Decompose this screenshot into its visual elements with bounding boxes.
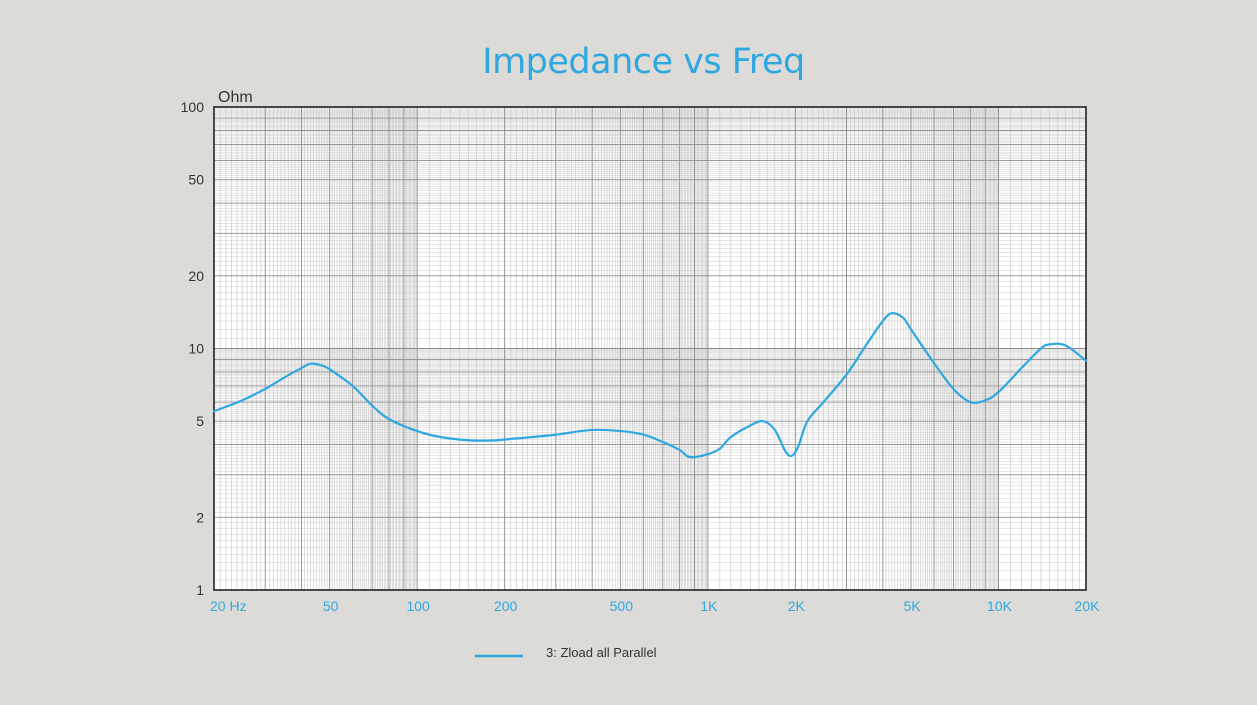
x-tick-label: 10K — [987, 598, 1013, 614]
major-grid — [213, 107, 1087, 591]
y-tick-label: 5 — [196, 413, 204, 429]
y-tick-labels: 1 2 5 10 20 50 100 — [181, 99, 205, 598]
y-tick-label: 100 — [181, 99, 205, 115]
y-tick-label: 2 — [196, 509, 204, 525]
series-line-zload-all-parallel — [212, 312, 1088, 459]
x-tick-label: 200 — [494, 598, 518, 614]
x-tick-label: 20 Hz — [210, 598, 247, 614]
x-tick-label: 100 — [406, 598, 430, 614]
x-tick-label: 2K — [788, 598, 806, 614]
chart-title: Impedance vs Freq — [482, 42, 805, 82]
x-tick-label: 1K — [700, 598, 718, 614]
y-unit-label: Ohm — [218, 89, 253, 106]
legend: 3: Zload all Parallel — [475, 645, 657, 660]
y-tick-label: 1 — [196, 582, 204, 598]
x-tick-label: 500 — [610, 598, 634, 614]
plot-frame — [213, 106, 1087, 591]
x-tick-label: 50 — [323, 598, 339, 614]
x-tick-label: 5K — [903, 598, 921, 614]
y-tick-label: 10 — [188, 341, 204, 357]
x-tick-labels: 20 Hz 50 100 200 500 1K 2K 5K 10K 20K — [210, 598, 1100, 614]
y-tick-label: 50 — [188, 172, 204, 188]
legend-label: 3: Zload all Parallel — [546, 645, 657, 660]
x-tick-label: 20K — [1075, 598, 1101, 614]
y-tick-label: 20 — [188, 268, 204, 284]
